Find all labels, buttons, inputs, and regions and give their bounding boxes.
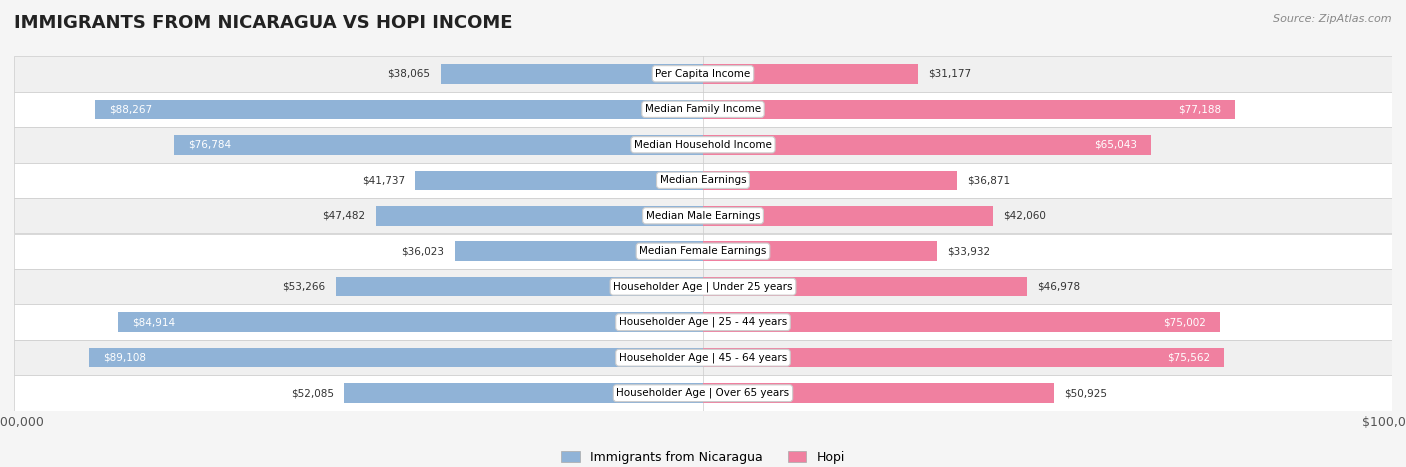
Text: $77,188: $77,188 — [1178, 104, 1220, 114]
Bar — [454, 241, 703, 261]
Text: Householder Age | 45 - 64 years: Householder Age | 45 - 64 years — [619, 353, 787, 363]
Text: $47,482: $47,482 — [322, 211, 366, 221]
Bar — [703, 383, 1054, 403]
Text: $38,065: $38,065 — [388, 69, 430, 79]
Bar — [14, 127, 1392, 163]
Text: $42,060: $42,060 — [1002, 211, 1046, 221]
Text: $88,267: $88,267 — [108, 104, 152, 114]
Text: $31,177: $31,177 — [928, 69, 972, 79]
Bar — [14, 269, 1392, 304]
Text: $65,043: $65,043 — [1094, 140, 1137, 150]
Bar — [415, 170, 703, 190]
Text: $76,784: $76,784 — [188, 140, 231, 150]
Bar — [703, 348, 1223, 368]
Text: IMMIGRANTS FROM NICARAGUA VS HOPI INCOME: IMMIGRANTS FROM NICARAGUA VS HOPI INCOME — [14, 14, 513, 32]
Bar — [703, 206, 993, 226]
Text: Per Capita Income: Per Capita Income — [655, 69, 751, 79]
Bar — [14, 304, 1392, 340]
Bar — [94, 99, 703, 119]
Text: $36,023: $36,023 — [402, 246, 444, 256]
Text: Median Female Earnings: Median Female Earnings — [640, 246, 766, 256]
Bar — [174, 135, 703, 155]
Bar — [14, 56, 1392, 92]
Bar — [375, 206, 703, 226]
Text: Householder Age | Under 25 years: Householder Age | Under 25 years — [613, 282, 793, 292]
Bar — [14, 198, 1392, 234]
Bar — [703, 277, 1026, 297]
Text: $50,925: $50,925 — [1064, 388, 1107, 398]
Bar — [89, 348, 703, 368]
Bar — [703, 99, 1234, 119]
Text: $36,871: $36,871 — [967, 175, 1011, 185]
Text: Median Earnings: Median Earnings — [659, 175, 747, 185]
Bar — [14, 340, 1392, 375]
Text: $33,932: $33,932 — [948, 246, 990, 256]
Text: $53,266: $53,266 — [283, 282, 326, 292]
Text: $52,085: $52,085 — [291, 388, 333, 398]
Text: Median Household Income: Median Household Income — [634, 140, 772, 150]
Bar — [14, 234, 1392, 269]
Bar — [703, 64, 918, 84]
Bar — [118, 312, 703, 332]
Bar — [14, 163, 1392, 198]
Bar — [703, 170, 957, 190]
Legend: Immigrants from Nicaragua, Hopi: Immigrants from Nicaragua, Hopi — [557, 446, 849, 467]
Bar — [440, 64, 703, 84]
Text: $46,978: $46,978 — [1038, 282, 1080, 292]
Text: $41,737: $41,737 — [361, 175, 405, 185]
Text: Householder Age | 25 - 44 years: Householder Age | 25 - 44 years — [619, 317, 787, 327]
Text: $89,108: $89,108 — [103, 353, 146, 363]
Text: Median Family Income: Median Family Income — [645, 104, 761, 114]
Bar — [703, 241, 936, 261]
Bar — [703, 135, 1152, 155]
Bar — [336, 277, 703, 297]
Bar — [344, 383, 703, 403]
Bar — [703, 312, 1220, 332]
Text: Median Male Earnings: Median Male Earnings — [645, 211, 761, 221]
Text: Source: ZipAtlas.com: Source: ZipAtlas.com — [1274, 14, 1392, 24]
Bar — [14, 375, 1392, 411]
Bar — [14, 92, 1392, 127]
Text: Householder Age | Over 65 years: Householder Age | Over 65 years — [616, 388, 790, 398]
Text: $75,002: $75,002 — [1163, 317, 1206, 327]
Text: $75,562: $75,562 — [1167, 353, 1209, 363]
Text: $84,914: $84,914 — [132, 317, 174, 327]
